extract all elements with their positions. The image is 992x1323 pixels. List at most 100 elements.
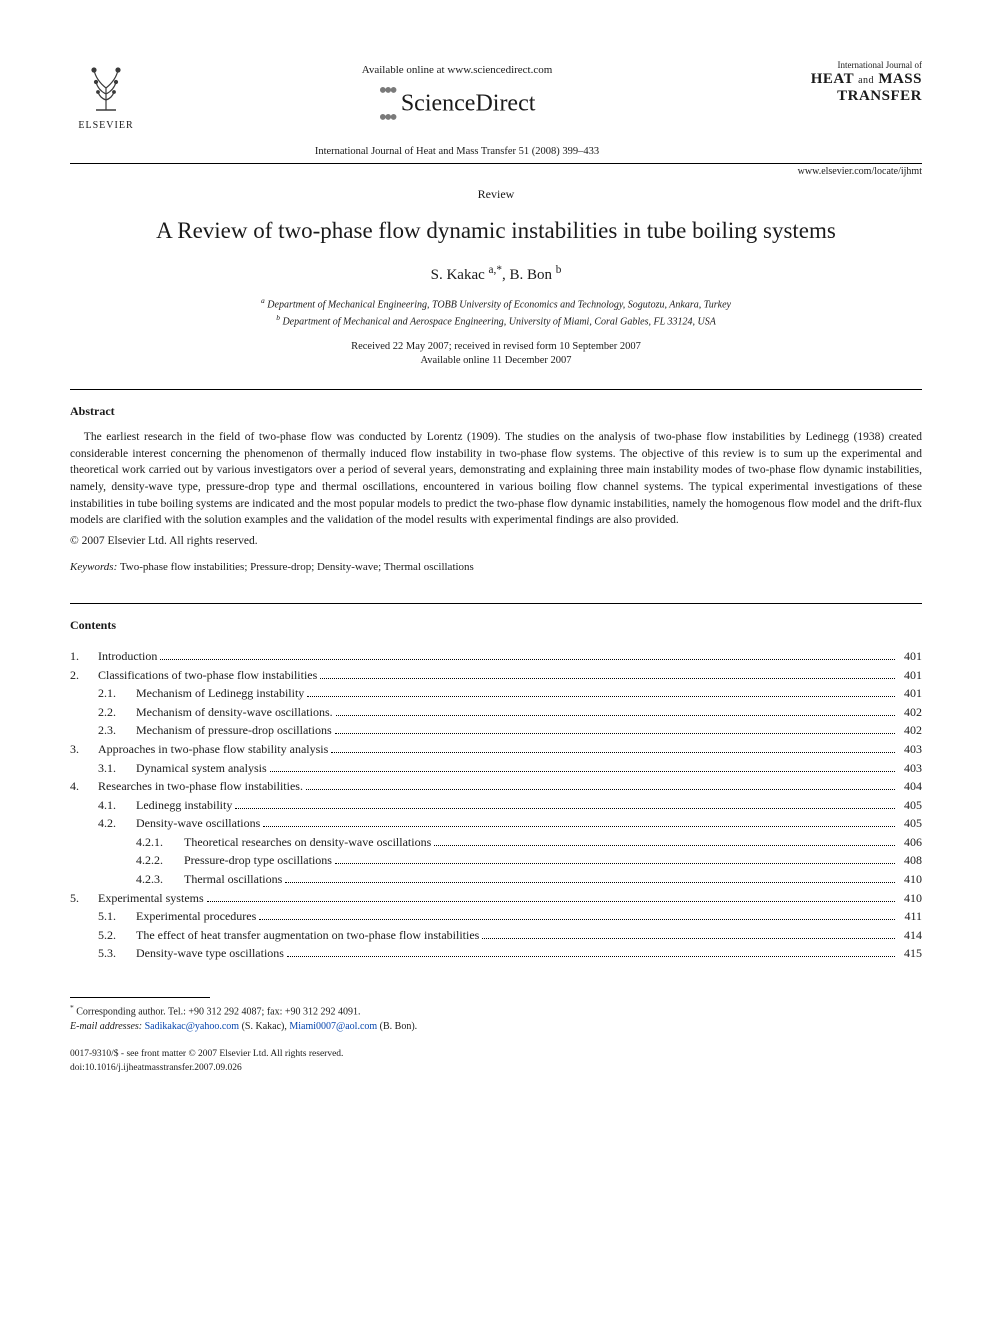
authors-line: S. Kakac a,*, B. Bon b (70, 264, 922, 284)
toc-page: 402 (898, 703, 922, 722)
toc-entry[interactable]: 4.2.1.Theoretical researches on density-… (70, 833, 922, 852)
toc-page: 414 (898, 926, 922, 945)
toc-number: 4.1. (98, 796, 136, 815)
toc-page: 411 (898, 907, 922, 926)
toc-label: Mechanism of pressure-drop oscillations (136, 721, 332, 740)
center-header: Available online at www.sciencedirect.co… (142, 60, 772, 157)
toc-number: 4.2. (98, 814, 136, 833)
toc-entry[interactable]: 5.1.Experimental procedures 411 (70, 907, 922, 926)
toc-number: 1. (70, 647, 98, 666)
affiliation-a: a Department of Mechanical Engineering, … (70, 296, 922, 313)
toc-leader-dots (331, 752, 895, 753)
toc-label: Dynamical system analysis (136, 759, 267, 778)
toc-label: Researches in two-phase flow instabiliti… (98, 777, 303, 796)
toc-entry[interactable]: 4.2.2.Pressure-drop type oscillations408 (70, 851, 922, 870)
toc-entry[interactable]: 2.Classifications of two-phase flow inst… (70, 666, 922, 685)
toc-label: Theoretical researches on density-wave o… (184, 833, 431, 852)
page-header: ELSEVIER Available online at www.science… (70, 60, 922, 157)
journal-intl-label: International Journal of (772, 60, 922, 70)
toc-number: 5.1. (98, 907, 136, 926)
toc-entry[interactable]: 2.3.Mechanism of pressure-drop oscillati… (70, 721, 922, 740)
toc-entry[interactable]: 5.2.The effect of heat transfer augmenta… (70, 926, 922, 945)
toc-number: 2.2. (98, 703, 136, 722)
toc-leader-dots (270, 771, 895, 772)
toc-leader-dots (335, 733, 895, 734)
toc-entry[interactable]: 4.Researches in two-phase flow instabili… (70, 777, 922, 796)
doi-line: doi:10.1016/j.ijheatmasstransfer.2007.09… (70, 1062, 922, 1075)
toc-entry[interactable]: 3.Approaches in two-phase flow stability… (70, 740, 922, 759)
keywords-text: Two-phase flow instabilities; Pressure-d… (120, 561, 474, 573)
email-link-1[interactable]: Sadikakac@yahoo.com (145, 1021, 239, 1032)
author-2-affil-marker: b (556, 264, 562, 276)
toc-number: 2. (70, 666, 98, 685)
toc-leader-dots (285, 882, 895, 883)
toc-page: 402 (898, 721, 922, 740)
toc-label: Experimental procedures (136, 907, 256, 926)
toc-leader-dots (259, 919, 895, 920)
toc-entry[interactable]: 5.Experimental systems410 (70, 889, 922, 908)
toc-label: Thermal oscillations (184, 870, 282, 889)
toc-page: 401 (898, 647, 922, 666)
toc-page: 415 (898, 944, 922, 963)
toc-number: 4.2.1. (136, 833, 184, 852)
keywords-line: Keywords: Two-phase flow instabilities; … (70, 561, 922, 573)
toc-label: The effect of heat transfer augmentation… (136, 926, 479, 945)
publisher-logo: ELSEVIER (70, 60, 142, 131)
toc-page: 405 (898, 814, 922, 833)
toc-leader-dots (263, 826, 895, 827)
rule (70, 389, 922, 390)
toc-entry[interactable]: 4.2.Density-wave oscillations405 (70, 814, 922, 833)
toc-page: 404 (898, 777, 922, 796)
toc-entry[interactable]: 2.1.Mechanism of Ledinegg instability 401 (70, 684, 922, 703)
toc-page: 410 (898, 870, 922, 889)
contents-heading: Contents (70, 618, 922, 633)
toc-number: 2.3. (98, 721, 136, 740)
toc-label: Introduction (98, 647, 157, 666)
rule (70, 163, 922, 164)
toc-leader-dots (336, 715, 895, 716)
toc-number: 2.1. (98, 684, 136, 703)
toc-leader-dots (160, 659, 895, 660)
toc-number: 5.2. (98, 926, 136, 945)
toc-page: 408 (898, 851, 922, 870)
email-label: E-mail addresses: (70, 1021, 142, 1032)
toc-number: 5.3. (98, 944, 136, 963)
footnote-rule (70, 997, 210, 998)
issn-line: 0017-9310/$ - see front matter © 2007 El… (70, 1048, 922, 1061)
toc-page: 401 (898, 684, 922, 703)
citation-line: International Journal of Heat and Mass T… (142, 146, 772, 157)
keywords-label: Keywords: (70, 561, 117, 573)
toc-number: 5. (70, 889, 98, 908)
toc-entry[interactable]: 4.1.Ledinegg instability 405 (70, 796, 922, 815)
toc-page: 405 (898, 796, 922, 815)
journal-title: HEAT and MASS TRANSFER (772, 71, 922, 106)
toc-entry[interactable]: 5.3.Density-wave type oscillations415 (70, 944, 922, 963)
locate-url[interactable]: www.elsevier.com/locate/ijhmt (70, 166, 922, 177)
footnote-block: * Corresponding author. Tel.: +90 312 29… (70, 1003, 922, 1034)
toc-leader-dots (207, 901, 895, 902)
article-dates: Received 22 May 2007; received in revise… (70, 340, 922, 369)
toc-leader-dots (335, 863, 895, 864)
elsevier-tree-icon (70, 60, 142, 124)
toc-label: Classifications of two-phase flow instab… (98, 666, 317, 685)
toc-entry[interactable]: 2.2.Mechanism of density-wave oscillatio… (70, 703, 922, 722)
toc-entry[interactable]: 1.Introduction 401 (70, 647, 922, 666)
toc-number: 3.1. (98, 759, 136, 778)
table-of-contents: 1.Introduction4012.Classifications of tw… (70, 647, 922, 963)
toc-leader-dots (434, 845, 895, 846)
author-1: S. Kakac (431, 267, 489, 283)
email-link-2[interactable]: Miami0007@aol.com (289, 1021, 377, 1032)
toc-label: Ledinegg instability (136, 796, 232, 815)
toc-leader-dots (235, 808, 895, 809)
toc-leader-dots (307, 696, 895, 697)
sciencedirect-text: ScienceDirect (401, 91, 536, 117)
toc-label: Mechanism of Ledinegg instability (136, 684, 304, 703)
article-title: A Review of two-phase flow dynamic insta… (70, 216, 922, 246)
email-1-name: (S. Kakac), (242, 1021, 287, 1032)
toc-entry[interactable]: 4.2.3.Thermal oscillations410 (70, 870, 922, 889)
author-1-affil-marker: a,* (489, 264, 502, 276)
sciencedirect-dots-icon: •••••• (379, 78, 395, 132)
abstract-copyright: © 2007 Elsevier Ltd. All rights reserved… (70, 535, 922, 547)
toc-page: 401 (898, 666, 922, 685)
toc-entry[interactable]: 3.1.Dynamical system analysis403 (70, 759, 922, 778)
